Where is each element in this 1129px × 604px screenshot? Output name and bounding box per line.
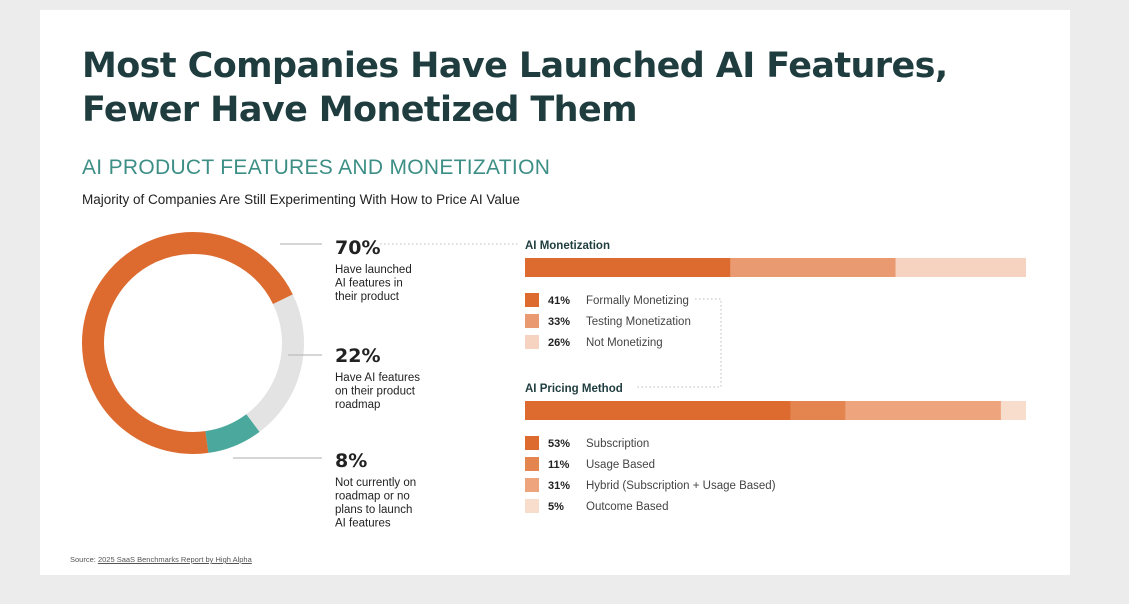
bar-chart-title: AI Pricing Method (525, 383, 623, 395)
stacked-bar-segment (845, 401, 1001, 420)
legend-percent: 33% (548, 316, 570, 328)
stacked-bar-segment (1000, 401, 1026, 420)
source-prefix: Source: (70, 555, 98, 564)
legend-percent: 41% (548, 295, 570, 307)
legend-label: Testing Monetization (586, 316, 691, 328)
source-link[interactable]: 2025 SaaS Benchmarks Report by High Alph… (97, 555, 252, 564)
legend-percent: 11% (548, 459, 570, 471)
stacked-bar-segment (525, 258, 731, 277)
legend-swatch (525, 314, 539, 328)
donut-stat-desc: Have launched (335, 264, 412, 276)
legend-label: Not Monetizing (586, 337, 663, 349)
infographic-card: Most Companies Have Launched AI Features… (40, 10, 1070, 575)
stacked-bar-segment (730, 258, 896, 277)
donut-stat-desc: Have AI features (335, 372, 420, 384)
legend-percent: 5% (548, 501, 564, 513)
stacked-bar-segment (895, 258, 1026, 277)
donut-stat-percent: 8% (335, 450, 367, 472)
legend-label: Subscription (586, 438, 649, 450)
donut-stat-desc: roadmap (335, 399, 380, 411)
legend-swatch (525, 499, 539, 513)
dotted-bracket (635, 298, 722, 388)
donut-stat-desc: AI features (335, 518, 391, 530)
page-title: Most Companies Have Launched AI Features… (82, 44, 982, 132)
donut-stat-desc: AI features in (335, 278, 403, 290)
donut-stat-desc: roadmap or no (335, 491, 410, 503)
stacked-bar-segment (525, 401, 791, 420)
source-note: Source: 2025 SaaS Benchmarks Report by H… (70, 555, 252, 564)
legend-percent: 53% (548, 438, 570, 450)
legend-swatch (525, 478, 539, 492)
donut-slice (82, 232, 304, 454)
stacked-bar-segment (790, 401, 846, 420)
legend-percent: 31% (548, 480, 570, 492)
legend-label: Outcome Based (586, 501, 668, 513)
donut-stat-desc: their product (335, 291, 400, 303)
title-line-2: Fewer Have Monetized Them (82, 90, 638, 130)
legend-swatch (525, 293, 539, 307)
legend-swatch (525, 335, 539, 349)
donut-stat-desc: Not currently on (335, 477, 416, 489)
donut-stat-percent: 70% (335, 237, 380, 259)
donut-slice (82, 232, 304, 454)
legend-swatch (525, 436, 539, 450)
donut-stat-desc: on their product (335, 386, 416, 398)
legend-label: Hybrid (Subscription + Usage Based) (586, 480, 776, 492)
legend-swatch (525, 457, 539, 471)
legend-percent: 26% (548, 337, 570, 349)
title-line-1: Most Companies Have Launched AI Features… (82, 46, 948, 86)
section-subtitle: AI PRODUCT FEATURES AND MONETIZATION (82, 156, 551, 179)
bar-chart-title: AI Monetization (525, 240, 610, 252)
donut-stat-desc: plans to launch (335, 504, 412, 516)
legend-label: Formally Monetizing (586, 295, 689, 307)
legend-label: Usage Based (586, 459, 655, 471)
tagline: Majority of Companies Are Still Experime… (82, 192, 520, 207)
donut-stat-percent: 22% (335, 345, 380, 367)
